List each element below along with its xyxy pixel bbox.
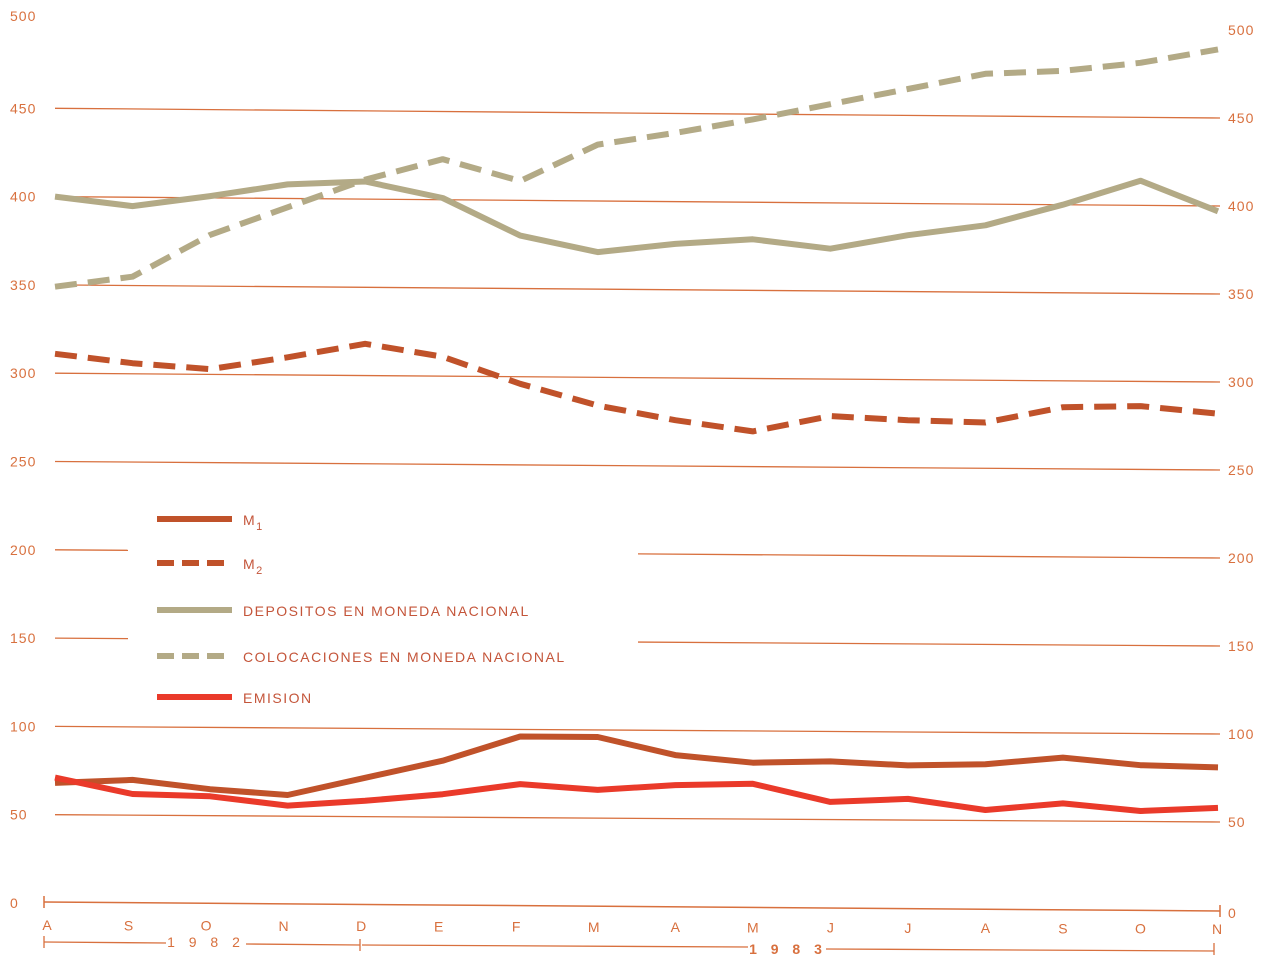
- legend-label: M2: [243, 556, 264, 577]
- legend-label: M1: [243, 512, 264, 533]
- x-tick-label: D: [356, 918, 366, 934]
- legend-label: COLOCACIONES EN MONEDA NACIONAL: [243, 649, 566, 665]
- x-tick-label: A: [42, 917, 52, 933]
- y-tick-label-left: 100: [10, 718, 36, 734]
- y-tick-label-left: 250: [10, 454, 36, 470]
- y-tick-label-left: 500: [10, 8, 36, 24]
- y-tick-label-left: 0: [10, 895, 19, 911]
- y-tick-label-left: 350: [10, 277, 36, 293]
- legend-label-subscript: 1: [256, 521, 264, 533]
- y-tick-label-left: 300: [10, 365, 36, 381]
- series-line-m1: [54, 733, 1219, 798]
- y-tick-label-right: 0: [1228, 905, 1237, 921]
- series-line-emision: [54, 774, 1219, 814]
- year-bracket-line: [43, 941, 167, 944]
- y-tick-label-left: 150: [10, 630, 36, 646]
- gridline: [54, 725, 1213, 735]
- x-tick-label: O: [1135, 921, 1146, 937]
- gridline: [54, 814, 1213, 823]
- legend-label: EMISION: [243, 690, 313, 706]
- year-bracket-line: [361, 944, 749, 948]
- x-tick-label: M: [747, 919, 759, 935]
- gridline: [54, 284, 1213, 295]
- x-tick-label: F: [512, 919, 521, 935]
- x-tick-label: M: [588, 919, 600, 935]
- y-tick-label-right: 500: [1228, 22, 1254, 38]
- x-tick-label: S: [1058, 920, 1067, 936]
- gridline: [54, 107, 1213, 119]
- year-bracket-line: [245, 943, 361, 946]
- x-tick-label: N: [1212, 921, 1222, 937]
- y-tick-label-right: 100: [1228, 726, 1254, 742]
- y-tick-label-left: 50: [10, 807, 28, 823]
- x-tick-label: S: [124, 917, 133, 933]
- year-bracket-line: [825, 948, 1215, 952]
- y-tick-label-right: 150: [1228, 638, 1254, 654]
- gridline: [54, 195, 1213, 207]
- year-label-1983: 1 9 8 3: [749, 941, 827, 957]
- legend-label-subscript: 2: [256, 565, 264, 577]
- legend: M1 M2 DEPOSITOS EN MONEDA NACIONAL COLOCACI…: [157, 512, 566, 706]
- y-tick-label-right: 50: [1228, 814, 1246, 830]
- gridline: [54, 549, 129, 551]
- series-line-depositos-en-moneda-nacional: [54, 177, 1220, 256]
- legend-label: DEPOSITOS EN MONEDA NACIONAL: [243, 603, 530, 619]
- x-tick-label: O: [201, 918, 212, 934]
- series-line-colocaciones-en-moneda-nacional: [54, 46, 1219, 290]
- y-tick-label-right: 200: [1228, 550, 1254, 566]
- y-tick-label-right: 250: [1228, 462, 1254, 478]
- x-axis-line: [43, 901, 1221, 912]
- gridline: [637, 641, 1213, 647]
- gridlines: [54, 107, 1221, 823]
- y-tick-label-left: 200: [10, 542, 36, 558]
- gridline: [54, 372, 1213, 383]
- year-label-1982: 1 9 8 2: [167, 934, 245, 950]
- y-tick-label-right: 400: [1228, 198, 1254, 214]
- gridline: [637, 553, 1213, 559]
- x-tick-label: J: [827, 920, 834, 936]
- y-tick-label-left: 400: [10, 189, 36, 205]
- x-tick-label: N: [279, 918, 289, 934]
- y-tick-label-right: 450: [1228, 110, 1254, 126]
- y-tick-label-left: 450: [10, 100, 36, 116]
- x-tick-label: J: [904, 920, 911, 936]
- x-tick-label: A: [981, 920, 991, 936]
- x-tick-label: A: [671, 919, 681, 935]
- series-lines: [54, 46, 1220, 814]
- x-axis: A S O N D E F M A M J J A S O N 1 9 8 2 1 9 8 3: [42, 896, 1222, 957]
- series-line-m2: [54, 340, 1219, 435]
- gridline: [54, 460, 1213, 471]
- y-tick-label-right: 350: [1228, 286, 1254, 302]
- x-tick-label: E: [434, 918, 443, 934]
- y-tick-label-right: 300: [1228, 374, 1254, 390]
